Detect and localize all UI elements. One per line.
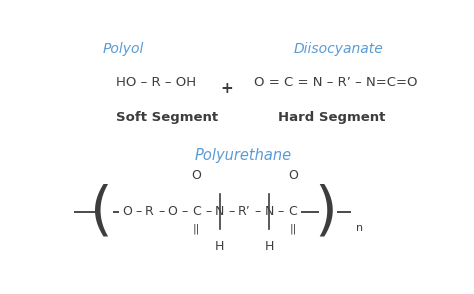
Text: R’: R’ xyxy=(237,205,250,218)
Text: Diisocyanate: Diisocyanate xyxy=(293,42,383,56)
Text: H: H xyxy=(215,240,225,253)
Text: ||: || xyxy=(289,223,297,234)
Text: HO – R – OH: HO – R – OH xyxy=(116,76,196,89)
Text: O: O xyxy=(122,205,132,218)
Text: ): ) xyxy=(314,183,337,240)
Text: –: – xyxy=(181,205,187,218)
Text: C: C xyxy=(289,205,297,218)
Text: O: O xyxy=(167,205,177,218)
Text: Polyol: Polyol xyxy=(103,42,144,56)
Text: (: ( xyxy=(90,183,113,240)
Text: –: – xyxy=(205,205,211,218)
Text: C: C xyxy=(192,205,201,218)
Text: –: – xyxy=(255,205,261,218)
Text: O: O xyxy=(191,169,201,182)
Text: n: n xyxy=(356,223,363,233)
Text: R: R xyxy=(145,205,154,218)
Text: O: O xyxy=(288,169,298,182)
Text: –: – xyxy=(278,205,284,218)
Text: –: – xyxy=(228,205,234,218)
Text: H: H xyxy=(264,240,274,253)
Text: N: N xyxy=(264,205,274,218)
Text: –: – xyxy=(158,205,164,218)
Text: Soft Segment: Soft Segment xyxy=(116,111,219,124)
Text: O = C = N – R’ – N=C=O: O = C = N – R’ – N=C=O xyxy=(254,76,418,89)
Text: ||: || xyxy=(192,223,200,234)
Text: Hard Segment: Hard Segment xyxy=(278,111,385,124)
Text: +: + xyxy=(220,81,233,96)
Text: Polyurethane: Polyurethane xyxy=(194,148,292,163)
Text: N: N xyxy=(215,205,225,218)
Text: –: – xyxy=(135,205,141,218)
